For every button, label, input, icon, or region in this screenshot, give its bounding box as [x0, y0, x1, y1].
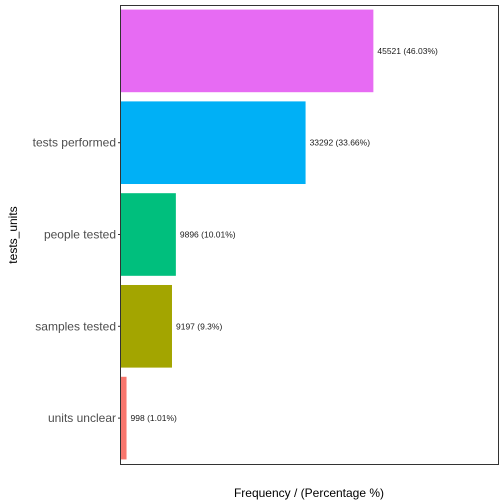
data-label: 9896 (10.01%): [180, 230, 236, 240]
bar: [121, 101, 306, 185]
y-axis-ticks: tests performed people tested samples test…: [33, 136, 121, 425]
data-label: 998 (1.01%): [131, 413, 177, 423]
y-tick-label: units unclear: [48, 411, 116, 425]
bars-group: 45521 (46.03%) 33292 (33.66%) 9896 (10.01%…: [121, 9, 438, 460]
bar: [121, 193, 176, 276]
bar: [121, 284, 172, 368]
data-label: 9197 (9.3%): [176, 321, 222, 331]
y-tick-label: tests performed: [33, 136, 116, 150]
x-axis-title: Frequency / (Percentage %): [234, 486, 384, 500]
y-tick-label: people tested: [44, 228, 116, 242]
y-tick-label: samples tested: [35, 319, 116, 333]
bar: [121, 9, 374, 93]
data-label: 33292 (33.66%): [310, 138, 371, 148]
data-label: 45521 (46.03%): [377, 46, 438, 56]
y-axis-title: tests_units: [6, 206, 20, 263]
bar: [121, 376, 127, 460]
